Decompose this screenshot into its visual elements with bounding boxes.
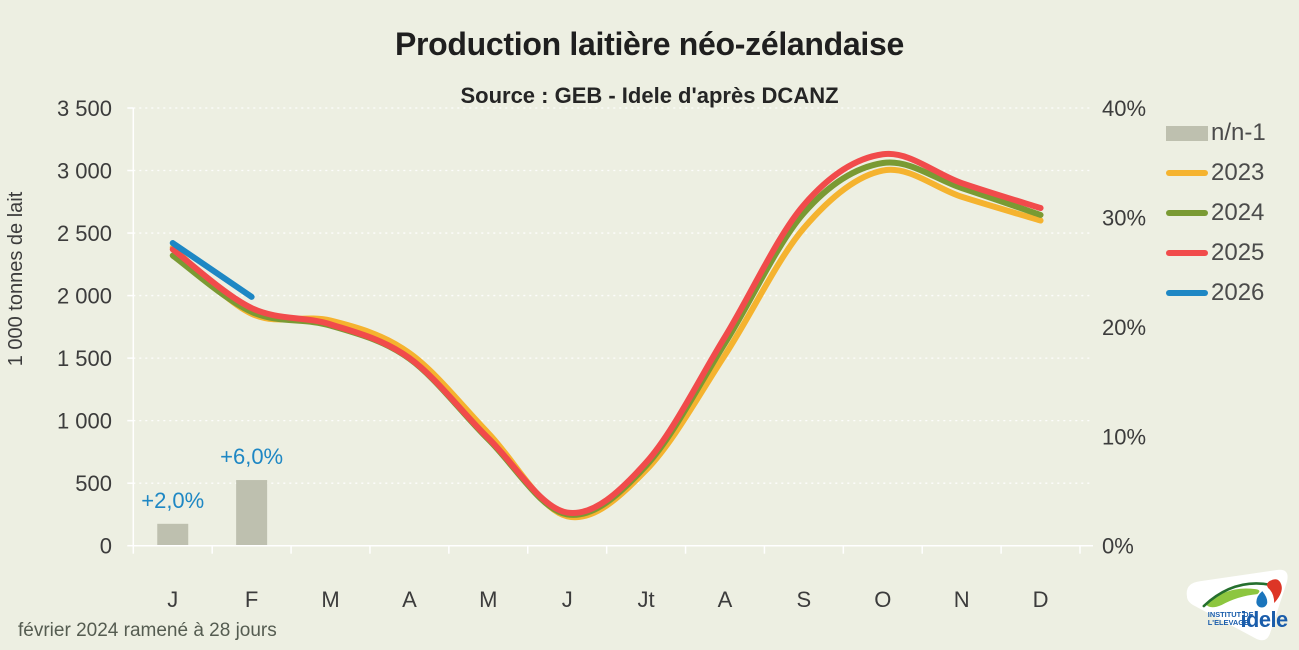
x-axis-label: D bbox=[1033, 587, 1049, 612]
logo-brand-text: idele bbox=[1240, 607, 1288, 632]
logo-droplet-icon bbox=[1256, 591, 1268, 608]
legend-label: 2023 bbox=[1211, 159, 1265, 186]
legend-item-2026: 2026 bbox=[1166, 273, 1296, 313]
legend-label: 2024 bbox=[1211, 199, 1265, 226]
logo-leaf-icon bbox=[1205, 588, 1260, 608]
legend-swatch-icon bbox=[1166, 170, 1208, 176]
bar-value-label: +2,0% bbox=[141, 488, 204, 513]
legend-item-2025: 2025 bbox=[1166, 233, 1296, 273]
legend-swatch-icon bbox=[1166, 125, 1208, 141]
x-axis-label: N bbox=[954, 587, 970, 612]
x-axis-label: O bbox=[874, 587, 891, 612]
series-line-2023 bbox=[169, 166, 1044, 521]
x-axis-label: J bbox=[562, 587, 573, 612]
left-axis-tick-label: 2 000 bbox=[57, 284, 112, 309]
bar-value-label: +6,0% bbox=[220, 444, 283, 469]
logo-swoosh-icon bbox=[1202, 582, 1274, 608]
logo-background-shape bbox=[1186, 569, 1288, 641]
left-axis-tick-label: 1 500 bbox=[57, 346, 112, 371]
left-axis-tick-label: 500 bbox=[75, 471, 112, 496]
chart-footnote: février 2024 ramené à 28 jours bbox=[18, 620, 277, 641]
legend-label: n/n-1 bbox=[1211, 119, 1266, 146]
legend-item-2023: 2023 bbox=[1166, 153, 1296, 193]
logo-text-line2: L'ELEVAGE bbox=[1208, 618, 1249, 627]
chart-legend: n/n-1 2023 2024 2025 2026 bbox=[1166, 113, 1296, 313]
legend-swatch-icon bbox=[1166, 290, 1208, 296]
bar-n-over-n-1 bbox=[157, 523, 189, 546]
left-axis-tick-label: 2 500 bbox=[57, 221, 112, 246]
right-axis-tick-label: 40% bbox=[1102, 96, 1146, 121]
legend-item-2024: 2024 bbox=[1166, 193, 1296, 233]
logo-text-line1: INSTITUT DE bbox=[1208, 610, 1254, 619]
x-axis-label: Jt bbox=[638, 587, 655, 612]
idele-logo: INSTITUT DE L'ELEVAGE idele bbox=[1186, 569, 1289, 641]
legend-swatch-icon bbox=[1166, 210, 1208, 216]
logo-flag-icon bbox=[1266, 579, 1282, 604]
left-axis-tick-label: 0 bbox=[100, 534, 112, 559]
x-axis-label: J bbox=[167, 587, 178, 612]
legend-swatch-icon bbox=[1166, 250, 1208, 256]
legend-label: 2025 bbox=[1211, 239, 1265, 266]
right-axis-tick-label: 20% bbox=[1102, 315, 1146, 340]
left-axis-tick-label: 3 000 bbox=[57, 159, 112, 184]
chart-subtitle: Source : GEB - Idele d'après DCANZ bbox=[460, 83, 839, 108]
right-axis-tick-label: 10% bbox=[1102, 424, 1146, 449]
left-axis-title: 1 000 tonnes de lait bbox=[5, 191, 27, 367]
left-axis-tick-label: 1 000 bbox=[57, 409, 112, 434]
x-axis-label: F bbox=[245, 587, 258, 612]
series-line-2024 bbox=[169, 159, 1044, 518]
bar-n-over-n-1 bbox=[236, 480, 268, 546]
x-axis-label: A bbox=[402, 587, 417, 612]
right-axis-tick-label: 30% bbox=[1102, 205, 1146, 230]
legend-label: 2026 bbox=[1211, 279, 1265, 306]
x-axis-label: M bbox=[321, 587, 339, 612]
right-axis-tick-label: 0% bbox=[1102, 534, 1134, 559]
x-axis-label: A bbox=[718, 587, 733, 612]
x-axis-label: S bbox=[797, 587, 812, 612]
series-line-2025 bbox=[169, 150, 1044, 516]
left-axis-tick-label: 3 500 bbox=[57, 96, 112, 121]
series-line-2026 bbox=[169, 240, 255, 300]
legend-item-n-n-1: n/n-1 bbox=[1166, 113, 1296, 153]
page-title: Production laitière néo-zélandaise bbox=[394, 26, 905, 62]
x-axis-label: M bbox=[479, 587, 497, 612]
